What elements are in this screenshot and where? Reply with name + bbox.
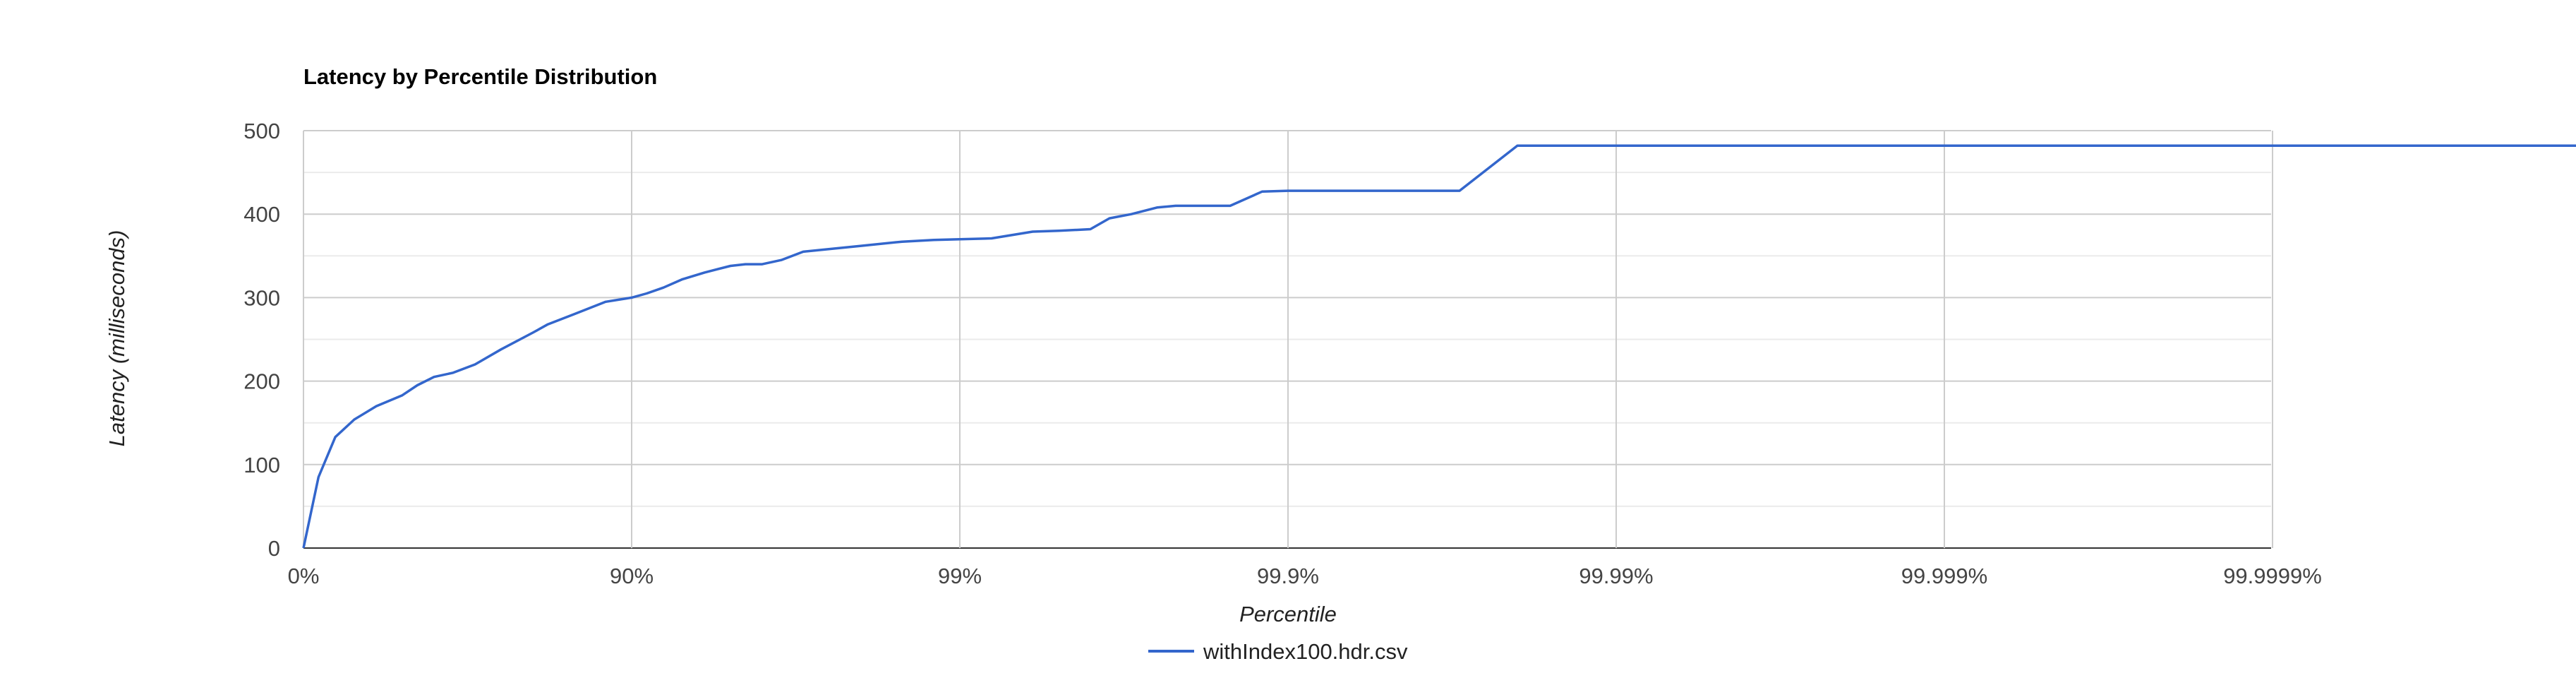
legend-label: withIndex100.hdr.csv [1203, 639, 1408, 664]
x-tick-label: 99.99% [1579, 564, 1653, 588]
legend[interactable]: withIndex100.hdr.csv [1148, 639, 1408, 664]
y-axis-ticks: 0 100 200 300 400 500 [243, 119, 280, 561]
x-tick-label: 99% [938, 564, 982, 588]
y-tick-label: 500 [243, 119, 280, 143]
y-tick-label: 400 [243, 202, 280, 227]
y-tick-label: 300 [243, 285, 280, 310]
y-tick-label: 100 [243, 453, 280, 477]
y-tick-label: 0 [268, 536, 280, 561]
x-tick-label: 90% [610, 564, 654, 588]
y-tick-label: 200 [243, 369, 280, 394]
x-axis-ticks: 0% 90% 99% 99.9% 99.99% 99.999% 99.9999% [288, 564, 2322, 588]
x-tick-label: 99.9999% [2223, 564, 2322, 588]
x-tick-label: 99.999% [1901, 564, 1987, 588]
series-line-withindex100 [302, 144, 2576, 549]
x-tick-label: 99.9% [1257, 564, 1319, 588]
x-axis-label: Percentile [1239, 602, 1337, 626]
grid [303, 130, 2273, 549]
chart-title: Latency by Percentile Distribution [303, 64, 657, 89]
y-axis-label: Latency (milliseconds) [104, 230, 129, 447]
x-tick-label: 0% [288, 564, 320, 588]
